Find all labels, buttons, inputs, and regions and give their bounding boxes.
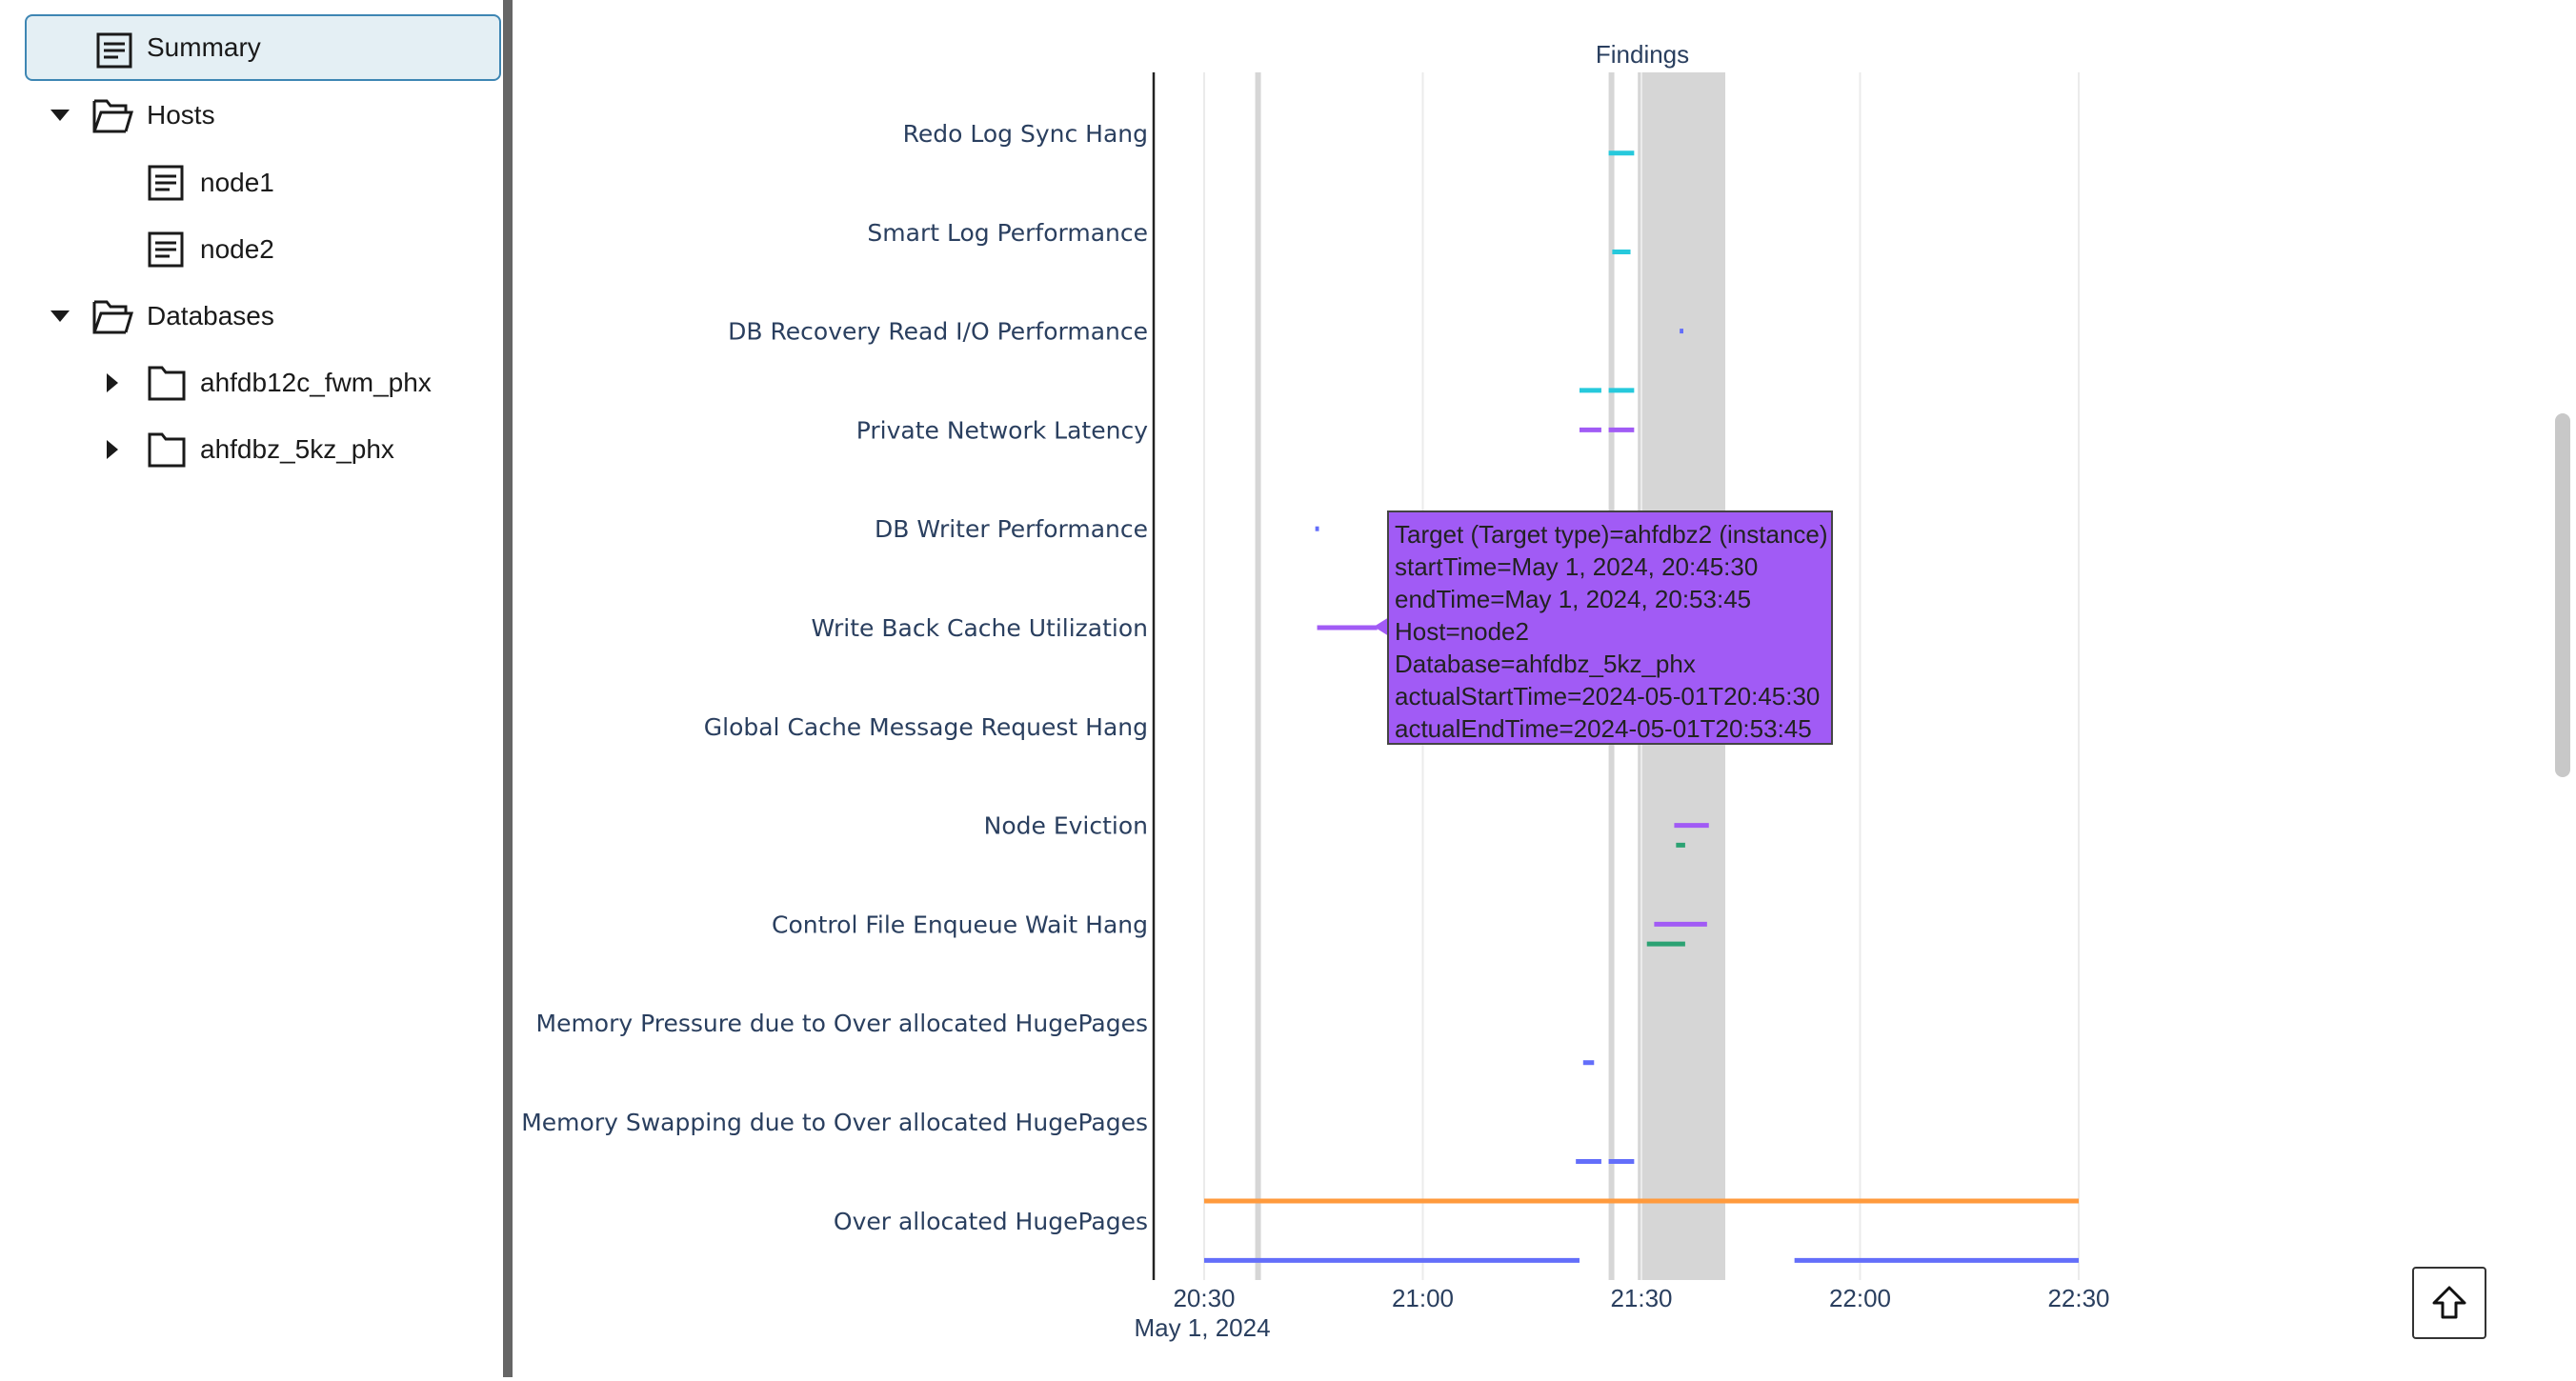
- y-category-label: Memory Swapping due to Over allocated Hu…: [521, 1109, 1148, 1136]
- x-axis-date-label: May 1, 2024: [1134, 1313, 1270, 1342]
- arrow-up-icon: [2432, 1286, 2466, 1319]
- y-category-label: Global Cache Message Request Hang: [704, 713, 1148, 741]
- y-category-label: Control File Enqueue Wait Hang: [772, 911, 1148, 938]
- chevron-right-icon[interactable]: [107, 440, 118, 459]
- x-tick-label: 21:30: [1610, 1284, 1672, 1312]
- chart-title: Findings: [1596, 40, 1689, 69]
- y-category-label: Memory Pressure due to Over allocated Hu…: [536, 1010, 1149, 1037]
- document-icon: [148, 165, 184, 201]
- chevron-right-icon[interactable]: [107, 373, 118, 392]
- tooltip-line: Host=node2: [1395, 617, 1529, 646]
- tree-item-label: ahfdb12c_fwm_phx: [200, 368, 432, 397]
- tooltip-line: Database=ahfdbz_5kz_phx: [1395, 650, 1696, 678]
- y-category-label: DB Recovery Read I/O Performance: [728, 318, 1148, 346]
- tooltip-line: actualEndTime=2024-05-01T20:53:45: [1395, 714, 1812, 743]
- y-category-label: Write Back Cache Utilization: [811, 614, 1148, 642]
- y-category-label: Over allocated HugePages: [834, 1208, 1148, 1235]
- tree-item-label: Databases: [147, 301, 274, 330]
- y-category-label: DB Writer Performance: [875, 515, 1148, 543]
- shaded-period: [1255, 72, 1261, 1280]
- y-category-label: Smart Log Performance: [867, 219, 1148, 247]
- tree-item-ahfdb12c-fwm-phx[interactable]: ahfdb12c_fwm_phx: [0, 350, 495, 416]
- tree-item-hosts[interactable]: Hosts: [0, 82, 495, 149]
- x-tick-label: 22:30: [2047, 1284, 2109, 1312]
- x-tick-label: 20:30: [1173, 1284, 1235, 1312]
- y-category-label: Redo Log Sync Hang: [903, 120, 1148, 148]
- x-tick-label: 21:00: [1392, 1284, 1454, 1312]
- tree-item-label: ahfdbz_5kz_phx: [200, 434, 394, 464]
- tree-item-label: Summary: [147, 32, 261, 62]
- tooltip-line: actualStartTime=2024-05-01T20:45:30: [1395, 682, 1821, 711]
- tooltip-line: startTime=May 1, 2024, 20:45:30: [1395, 552, 1759, 581]
- chevron-down-icon[interactable]: [50, 310, 70, 322]
- sidebar-tree: Summary Hosts node1 node2: [0, 0, 507, 1377]
- tree-item-node2[interactable]: node2: [0, 216, 495, 283]
- pane-splitter[interactable]: [503, 0, 513, 1377]
- folder-open-icon: [92, 99, 133, 133]
- chevron-down-icon[interactable]: [50, 110, 70, 121]
- tree-item-label: Hosts: [147, 100, 215, 130]
- tooltip-line: Target (Target type)=ahfdbz2 (instance): [1395, 520, 1828, 549]
- tree-item-databases[interactable]: Databases: [0, 283, 495, 350]
- folder-icon: [148, 432, 186, 468]
- tree-item-summary[interactable]: Summary: [25, 14, 501, 81]
- scroll-to-top-button[interactable]: [2412, 1267, 2486, 1339]
- document-icon: [96, 32, 132, 69]
- tree-item-node1[interactable]: node1: [0, 150, 495, 216]
- scrollbar-thumb[interactable]: [2555, 413, 2570, 777]
- y-category-label: Node Eviction: [984, 812, 1148, 840]
- hover-tooltip: Target (Target type)=ahfdbz2 (instance) …: [1387, 510, 1833, 745]
- x-tick-label: 22:00: [1829, 1284, 1891, 1312]
- folder-icon: [148, 366, 186, 401]
- document-icon: [148, 231, 184, 268]
- folder-open-icon: [92, 300, 133, 334]
- tooltip-line: endTime=May 1, 2024, 20:53:45: [1395, 585, 1752, 613]
- tree-item-ahfdbz-5kz-phx[interactable]: ahfdbz_5kz_phx: [0, 416, 495, 483]
- tree-item-label: node2: [200, 234, 274, 264]
- tree-item-label: node1: [200, 168, 274, 197]
- tooltip-pointer: [1374, 617, 1389, 636]
- y-category-label: Private Network Latency: [856, 416, 1148, 444]
